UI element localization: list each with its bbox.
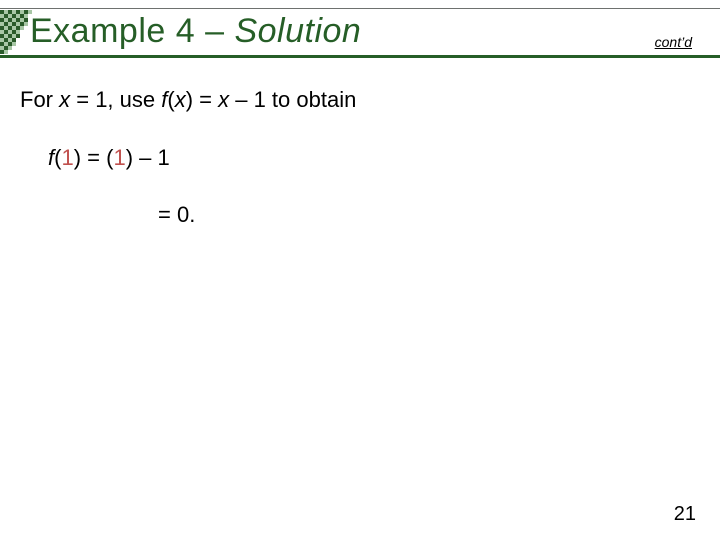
t: ) = <box>186 87 218 112</box>
t: ) – 1 <box>126 145 170 170</box>
substituted-value: 1 <box>113 145 125 170</box>
t: – 1 to obtain <box>229 87 356 112</box>
var-x: x <box>59 87 70 112</box>
continued-label: cont’d <box>655 34 692 50</box>
var-x: x <box>218 87 229 112</box>
body-line-2: f(1) = (1) – 1 <box>48 144 680 172</box>
var-x: x <box>175 87 186 112</box>
title-prefix: Example 4 – <box>30 12 234 50</box>
slide-title: Example 4 – Solution <box>30 12 590 51</box>
t: ( <box>167 87 174 112</box>
divider-bottom <box>0 55 720 58</box>
title-emphasis: Solution <box>234 12 361 50</box>
body-content: For x = 1, use f(x) = x – 1 to obtain f(… <box>20 86 680 229</box>
substituted-value: 1 <box>61 145 73 170</box>
t: For <box>20 87 59 112</box>
body-line-3: = 0. <box>158 201 680 229</box>
page-number: 21 <box>674 503 696 526</box>
slide: Example 4 – Solution cont’d For x = 1, u… <box>0 0 720 540</box>
t: = 1, use <box>70 87 161 112</box>
divider-top <box>0 8 720 9</box>
t: ) = ( <box>74 145 114 170</box>
body-line-1: For x = 1, use f(x) = x – 1 to obtain <box>20 86 680 114</box>
